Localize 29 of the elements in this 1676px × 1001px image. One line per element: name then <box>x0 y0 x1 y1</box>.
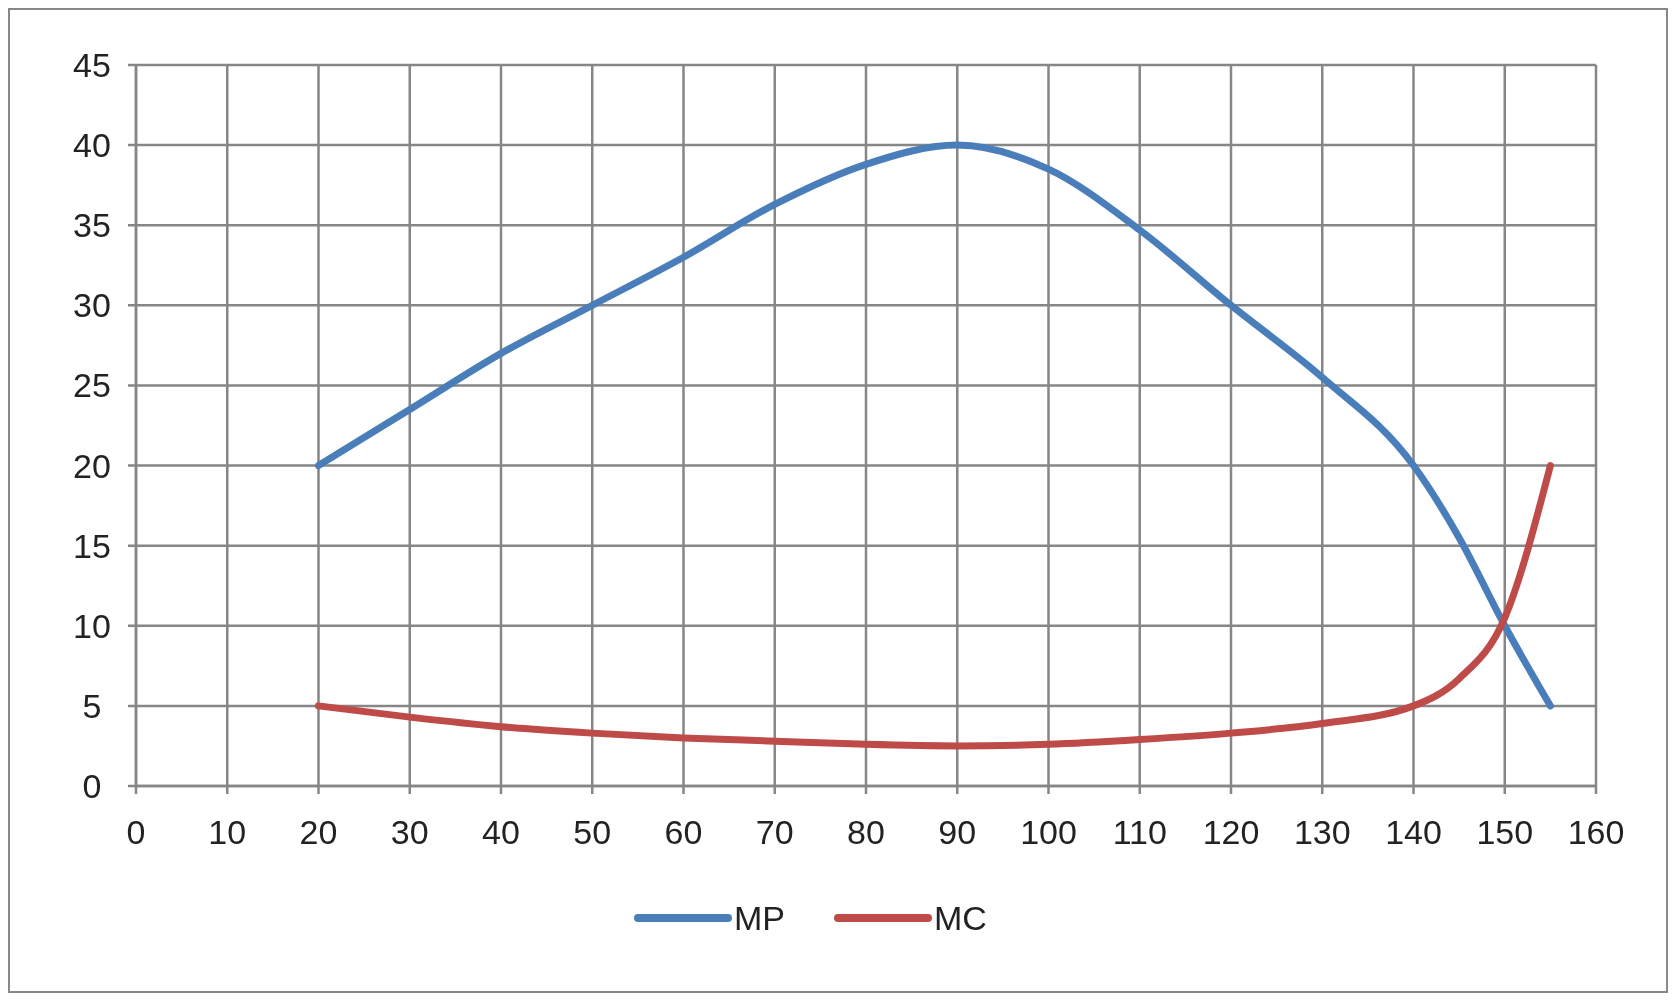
y-tick-label: 25 <box>73 366 111 405</box>
x-tick-label: 70 <box>755 813 794 851</box>
x-tick-label: 130 <box>1293 813 1351 851</box>
x-tick-label: 20 <box>299 813 338 851</box>
x-tick-label: 10 <box>208 813 247 851</box>
x-tick-label: 60 <box>664 813 703 851</box>
y-tick-label: 40 <box>73 126 111 165</box>
x-tick-label: 160 <box>1567 813 1625 851</box>
x-tick-label: 150 <box>1476 813 1534 851</box>
x-tick-label: 90 <box>938 813 977 851</box>
x-tick-label: 110 <box>1112 813 1167 851</box>
x-tick-label: 80 <box>847 813 885 851</box>
y-tick-label: 35 <box>73 206 111 245</box>
x-tick-label: 50 <box>573 813 612 851</box>
legend-label: MP <box>734 899 785 937</box>
x-tick-label: 40 <box>482 813 520 851</box>
x-tick-label: 100 <box>1020 813 1077 851</box>
y-tick-label: 30 <box>73 286 111 325</box>
y-tick-label: 5 <box>82 686 102 725</box>
y-tick-label: 20 <box>73 446 111 485</box>
x-tick-label: 120 <box>1202 813 1260 851</box>
y-tick-label: 0 <box>82 767 102 805</box>
x-tick-label: 30 <box>390 813 429 851</box>
x-tick-label: 140 <box>1385 813 1442 851</box>
y-tick-label: 15 <box>73 526 111 565</box>
x-tick-label: 0 <box>126 813 146 851</box>
y-tick-label: 10 <box>73 606 111 645</box>
legend-label: MC <box>934 899 987 937</box>
y-tick-label: 45 <box>73 46 111 84</box>
